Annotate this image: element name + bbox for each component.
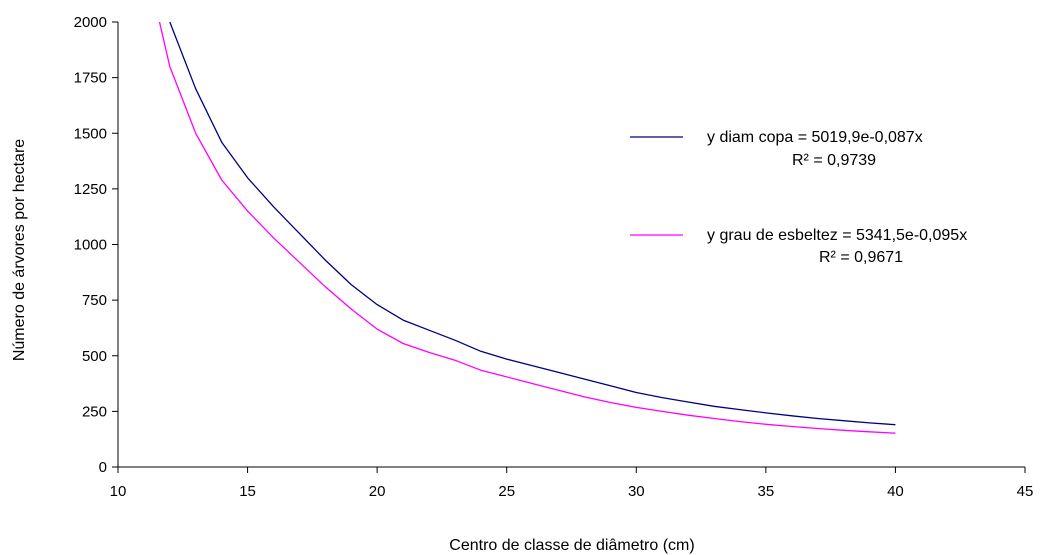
plot-area [158,21,896,434]
y-tick-label: 250 [82,403,107,420]
x-tick-label: 10 [110,483,127,500]
legend: y diam copa = 5019,9e-0,087x R² = 0,9739… [630,129,967,266]
y-tick-label: 2000 [74,14,107,31]
x-axis-title: Centro de classe de diâmetro (cm) [449,537,694,554]
legend-r2-diam-copa: R² = 0,9739 [792,152,876,169]
y-axis-title: Número de árvores por hectare [11,139,28,361]
y-tick-label: 1250 [74,181,107,198]
y-tick-label: 1000 [74,237,107,254]
x-tick-label: 45 [1017,483,1034,500]
legend-label-grau-esbeltez: y grau de esbeltez = 5341,5e-0,095x [707,227,967,244]
y-tick-label: 500 [82,348,107,365]
y-tick-label: 1750 [74,70,107,87]
x-tick-label: 40 [887,483,904,500]
axes [117,22,1025,468]
x-axis-ticks: 10 15 20 25 30 35 40 45 [110,467,1034,500]
legend-label-diam-copa: y diam copa = 5019,9e-0,087x [707,129,923,146]
y-tick-label: 750 [82,292,107,309]
x-tick-label: 25 [498,483,515,500]
series-line-diam-copa [169,21,896,426]
x-tick-label: 30 [628,483,645,500]
series-line-grau-esbeltez [158,21,896,434]
y-axis-ticks: 0 250 500 750 1000 1250 1500 1750 2000 [74,14,118,476]
legend-r2-grau-esbeltez: R² = 0,9671 [819,249,903,266]
y-tick-label: 0 [99,459,107,476]
x-tick-label: 15 [239,483,256,500]
y-tick-label: 1500 [74,125,107,142]
x-tick-label: 20 [369,483,386,500]
x-tick-label: 35 [758,483,775,500]
